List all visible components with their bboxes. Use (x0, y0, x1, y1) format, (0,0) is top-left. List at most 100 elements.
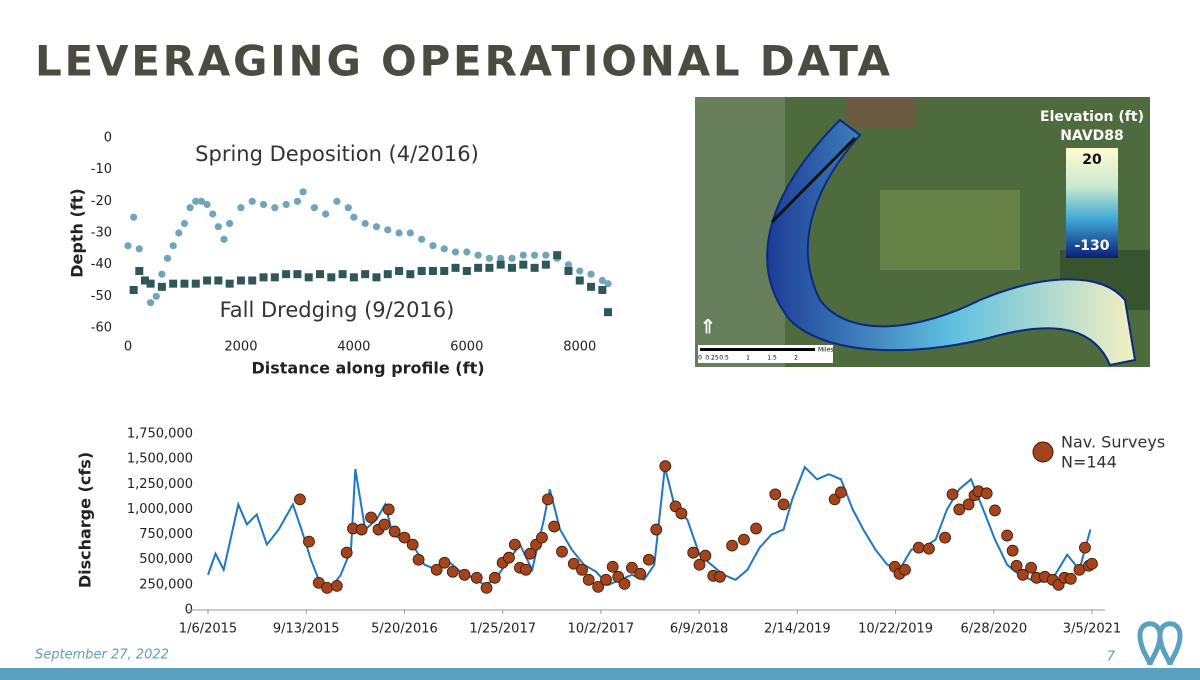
survey-point (626, 561, 638, 574)
x-tick-label: 10/2/2017 (568, 622, 635, 637)
survey-point (912, 541, 925, 554)
point (508, 254, 516, 262)
point (192, 197, 200, 205)
point (541, 260, 550, 269)
point (259, 200, 268, 209)
survey-point (899, 563, 911, 576)
page-number: 7 (1107, 650, 1116, 665)
point (135, 245, 143, 253)
point (395, 267, 404, 275)
point (395, 229, 403, 237)
survey-point (388, 525, 401, 538)
y-tick-label: -30 (91, 226, 112, 241)
point (310, 204, 318, 212)
point (350, 213, 358, 221)
x-tick-label: 6/9/2018 (670, 622, 728, 637)
logo (1137, 621, 1183, 666)
survey-point (378, 518, 391, 531)
point (259, 273, 268, 282)
point (462, 267, 471, 275)
survey-point (946, 488, 959, 501)
point (451, 263, 460, 272)
survey-point (769, 488, 782, 501)
legend-marker (1032, 441, 1054, 463)
y-tick-label: 1,000,000 (127, 502, 193, 517)
survey-point (470, 571, 483, 584)
scale-label: 1.5 (767, 355, 777, 362)
survey-point (962, 498, 975, 511)
point (530, 251, 539, 259)
survey-point (508, 538, 521, 551)
scale-labels: 0 0.25 0.5 1 1.5 2 (698, 355, 798, 362)
survey-point (536, 531, 548, 544)
survey-point (430, 563, 443, 576)
point (293, 270, 302, 279)
survey-point (618, 577, 631, 590)
scale-unit: Miles (818, 347, 833, 354)
survey-point (1001, 529, 1014, 542)
point (463, 248, 471, 256)
point (191, 279, 200, 288)
point (349, 273, 358, 282)
point (327, 273, 336, 282)
point (440, 245, 448, 253)
footer-bar (0, 668, 1200, 680)
survey-point (446, 565, 459, 578)
point (604, 308, 612, 317)
point (497, 254, 505, 262)
x-axis-title: Distance along profile (ft) (251, 359, 484, 378)
survey-point (412, 553, 425, 566)
point (429, 242, 437, 250)
y-tick-label: 250,000 (139, 577, 193, 592)
point (163, 254, 172, 262)
survey-point (1010, 559, 1023, 572)
survey-point (519, 563, 532, 576)
y-tick-label: -20 (91, 194, 112, 209)
point (576, 267, 584, 275)
survey-point (524, 547, 537, 560)
point (372, 273, 381, 282)
scale-label: 2 (794, 355, 798, 362)
x-tick-label: 2/14/2019 (764, 622, 831, 637)
point (282, 270, 291, 279)
point (508, 263, 516, 272)
survey-point (398, 531, 411, 544)
map-river-upstream (845, 97, 915, 127)
survey-point (634, 567, 647, 580)
survey-point (714, 570, 726, 583)
survey-point (699, 549, 712, 562)
point (428, 267, 437, 275)
x-tick-label: 6/28/2020 (960, 622, 1027, 637)
survey-point (382, 503, 395, 516)
point (474, 263, 483, 272)
x-tick-label: 1/25/2017 (469, 622, 536, 637)
survey-point (1016, 568, 1029, 581)
point (575, 276, 584, 285)
point (220, 235, 228, 243)
point (158, 270, 166, 278)
point (186, 204, 194, 212)
annotation: Fall Dredging (9/2016) (220, 298, 455, 322)
survey-point (750, 522, 762, 535)
survey-point (592, 580, 605, 593)
survey-point (675, 507, 688, 520)
point (271, 204, 279, 212)
point (146, 279, 155, 288)
point (542, 251, 550, 259)
point (248, 197, 256, 205)
survey-point (294, 493, 306, 506)
survey-point (541, 493, 554, 506)
point (406, 229, 414, 237)
survey-point (406, 538, 419, 551)
point (203, 276, 212, 285)
survey-point (321, 581, 333, 594)
point (519, 260, 528, 269)
discharge-line (207, 465, 1092, 590)
point (124, 242, 132, 250)
point (293, 197, 302, 205)
footer-date: September 27, 2022 (35, 648, 169, 663)
point (451, 248, 460, 256)
y-tick-label: 1,500,000 (127, 452, 193, 467)
profile-line (770, 136, 857, 224)
survey-point (355, 523, 368, 536)
